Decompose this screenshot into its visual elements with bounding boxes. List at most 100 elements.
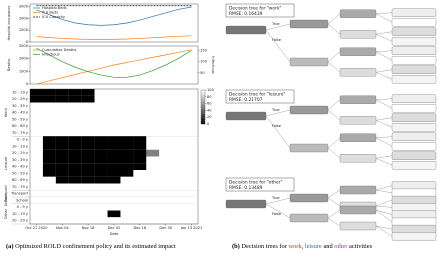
heat-cell [55,129,69,137]
heat-cell [68,143,82,150]
group-label: Other [4,208,8,219]
heat-cell [42,170,56,177]
heat-cell [120,129,134,137]
heat-cell [133,163,147,171]
heat-cell [107,102,121,110]
heat-cell [42,190,56,198]
colorbar-step [201,98,205,101]
heat-cell [172,156,186,164]
tree-edge [375,209,393,215]
y-tick-label: 2000 [19,16,29,20]
heat-cell [107,122,121,130]
heat-cell [42,129,56,137]
heat-cell [185,163,199,171]
colorbar-label: 0 [207,122,210,126]
caption-text: leisure [304,243,322,250]
series-line [36,47,192,78]
heat-cell [81,122,95,130]
y-tick-label: 0 [26,82,29,86]
tree-edge [375,189,393,194]
heat-cell [107,109,121,117]
colorbar-step [201,107,205,109]
tree-node [391,188,437,198]
heat-cell [133,210,147,218]
heat-cell [185,116,199,123]
heat-cell [146,109,160,117]
colorbar-step [201,96,205,99]
heat-cell [94,210,108,218]
tree-edge [375,136,393,138]
heat-cell [30,203,43,211]
heat-cell [107,89,121,96]
tree-node [339,221,377,231]
heat-cell [81,102,95,110]
tree-edge [327,109,341,121]
row-label: 60 - 69 y [12,124,29,128]
heat-cell [133,203,147,211]
heat-cell [107,156,121,164]
heat-cell [120,176,134,184]
tree-node [391,195,437,205]
heat-cell [30,136,43,144]
heat-cell [159,183,173,191]
heat-cell [133,143,147,150]
heat-cell [172,170,186,177]
heat-cell [81,170,95,177]
heat-cell [42,136,56,144]
heat-cell [120,190,134,198]
edge-label: True [271,196,280,200]
tree-node [339,95,377,104]
heat-cell [172,109,186,117]
caption-b: (b) Decision trees for work, leisure and oth… [232,243,374,250]
group-label: Transport [4,185,8,203]
heat-cell [94,176,108,184]
heat-cell [159,136,173,144]
tree-edge [375,31,393,35]
heat-cell [81,136,95,144]
tree-title: Decision tree for "other" [229,180,283,186]
heat-cell [68,109,82,117]
y-tick-label: 1000 [19,28,29,32]
colorbar-step [201,120,205,123]
heat-cell [55,116,69,123]
tree-node [289,213,329,223]
colorbar-label: 100 [207,88,215,92]
tree-edge [327,209,341,219]
colorbar-step [201,100,205,102]
heat-cell [30,170,43,177]
heat-cell [159,170,173,177]
heat-cell [30,95,43,103]
heat-cell [146,122,160,130]
heat-cell [107,190,121,198]
tree-node [391,113,437,122]
tree-edge [327,217,341,227]
heat-cell [30,183,43,191]
tree-edge [375,225,393,230]
y2-tick-label: 150 [200,48,208,52]
tree-rmse: RMSE: 0.13489 [229,185,263,191]
group-label: Work [4,107,8,117]
tree-edge [327,61,341,73]
colorbar-step [201,101,205,104]
heat-cell [159,190,173,198]
heat-cell [107,143,121,150]
heat-cell [120,89,134,96]
tree-title: Decision tree for "leisure" [229,92,285,98]
heat-cell [133,183,147,191]
heat-cell [107,203,121,211]
heat-cell [42,210,56,218]
series-line [36,6,192,26]
heat-cell [107,163,121,171]
heat-cell [172,136,186,144]
heat-cell [81,183,95,191]
tree-edge [375,34,393,42]
tree-node [339,185,377,195]
heat-cell [42,102,56,110]
y2-tick-label: 50 [200,71,205,75]
heat-cell [133,89,147,96]
heat-cell [133,122,147,130]
edge-label: False [272,38,282,42]
colorbar-step [201,95,205,97]
tree-node [391,104,437,113]
tree-node [391,18,437,27]
